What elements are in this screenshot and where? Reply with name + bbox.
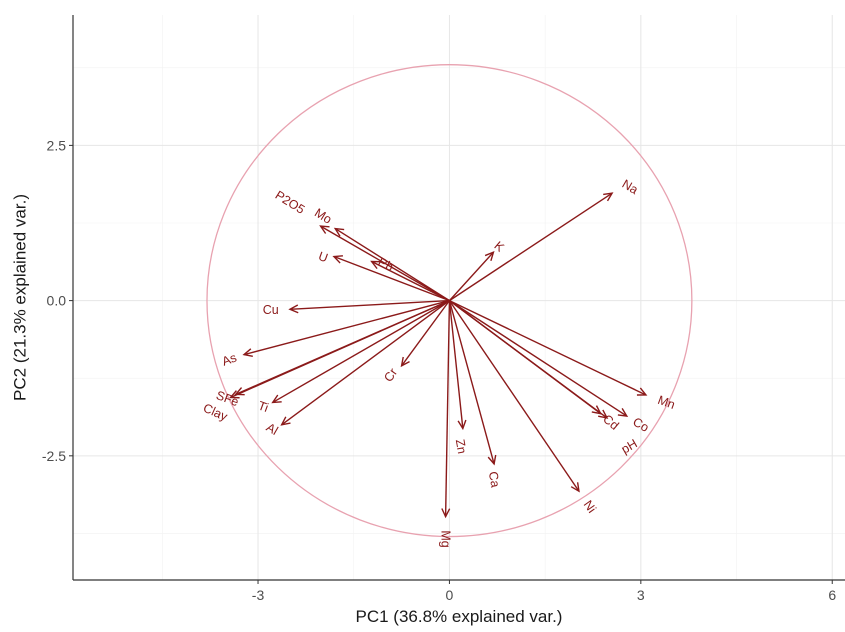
variable-label-al: Al (264, 420, 281, 438)
arrow-ph (449, 300, 608, 419)
arrow-na (449, 192, 613, 302)
arrowhead-sfe (234, 387, 245, 396)
variable-label-cr: Cr (381, 366, 400, 385)
variable-label-zn: Zn (453, 438, 469, 455)
arrowhead-as (242, 348, 253, 358)
arrow-ni (448, 300, 580, 492)
arrowhead-zn (457, 419, 467, 431)
y-axis-title: PC2 (21.3% explained var.) (11, 194, 30, 401)
arrow-as (243, 299, 450, 356)
x-axis-title: PC1 (36.8% explained var.) (356, 607, 563, 626)
arrow-cu (289, 299, 450, 310)
arrow-ti (272, 299, 450, 404)
arrow-mn (449, 299, 647, 396)
variable-label-ti: Ti (256, 398, 270, 415)
arrowhead-ph (598, 409, 609, 419)
variable-label-ph: pH (619, 436, 640, 456)
variable-label-ni: Ni (581, 498, 599, 516)
variable-label-as: As (220, 351, 239, 369)
arrowhead-mg (441, 508, 451, 519)
axes: -3 0 3 6 -2.5 0.0 2.5 (42, 15, 845, 603)
arrowhead-na (603, 192, 614, 202)
arrow-zn (448, 300, 464, 429)
arrowhead-cu (288, 304, 299, 314)
variable-label-na: Na (620, 177, 641, 197)
variable-label-cu: Cu (263, 303, 279, 317)
arrowhead-clay (229, 390, 240, 399)
arrowhead-al (280, 416, 291, 426)
arrow-ca (448, 300, 495, 465)
variable-label-co: Co (630, 415, 651, 435)
correlation-circle (206, 64, 693, 538)
variable-label-mg: Mg (439, 530, 453, 547)
arrow-u (333, 255, 450, 302)
arrowhead-mn (636, 387, 648, 396)
arrow-co (449, 300, 628, 417)
variable-label-u: U (316, 249, 329, 265)
x-tick-label: 0 (446, 587, 454, 603)
y-tick-label: 0.0 (47, 293, 67, 309)
arrowhead-co (617, 408, 629, 417)
arrowhead-k (484, 250, 495, 262)
arrow-cr (401, 300, 450, 367)
arrow-k (448, 251, 494, 302)
arrow-sfe (235, 299, 450, 395)
arrowhead-ni (570, 482, 580, 493)
arrow-al (281, 300, 450, 426)
arrowhead-ti (271, 394, 282, 404)
arrowhead-p2o5 (319, 225, 330, 234)
variable-label-mn: Mn (656, 393, 677, 412)
arrowhead-u (332, 255, 343, 264)
y-tick-label: -2.5 (42, 448, 66, 464)
arrow-p2o5 (320, 225, 450, 302)
variable-label-pb: Pb (376, 255, 396, 275)
arrowhead-cr (400, 356, 410, 368)
arrowhead-pb (370, 260, 381, 270)
variable-label-p2o5: P2O5 (273, 188, 308, 217)
arrow-mg (444, 300, 451, 517)
variable-label-ca: Ca (486, 470, 503, 488)
x-tick-label: -3 (252, 587, 265, 603)
variable-label-mo: Mo (312, 206, 334, 227)
variable-arrows (229, 192, 648, 519)
arrowhead-mo (333, 227, 345, 237)
arrow-pb (371, 260, 450, 302)
arrowhead-ca (487, 454, 497, 466)
correlation-circle-layer (206, 64, 693, 538)
arrow-mo (334, 227, 450, 302)
y-tick-label: 2.5 (47, 137, 67, 153)
grid-lines (73, 15, 845, 580)
x-tick-label: 6 (828, 587, 836, 603)
x-tick-label: 3 (637, 587, 645, 603)
